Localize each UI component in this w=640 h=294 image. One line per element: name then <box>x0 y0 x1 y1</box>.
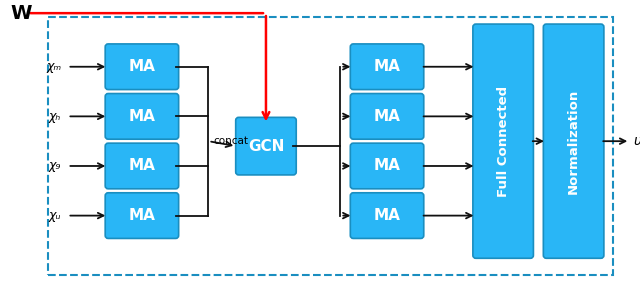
Text: MA: MA <box>129 158 156 173</box>
Text: MA: MA <box>129 59 156 74</box>
Text: χₘ: χₘ <box>47 60 62 73</box>
Text: GCN: GCN <box>248 139 284 154</box>
Text: MA: MA <box>374 109 401 124</box>
FancyBboxPatch shape <box>105 93 179 139</box>
FancyBboxPatch shape <box>105 193 179 238</box>
Text: Normalization: Normalization <box>567 88 580 194</box>
Text: concat: concat <box>213 136 248 146</box>
Text: χ₉: χ₉ <box>49 159 61 173</box>
Text: χᵤ: χᵤ <box>49 209 61 222</box>
FancyBboxPatch shape <box>473 24 533 258</box>
FancyBboxPatch shape <box>350 193 424 238</box>
Text: MA: MA <box>374 208 401 223</box>
FancyBboxPatch shape <box>236 117 296 175</box>
Text: MA: MA <box>374 59 401 74</box>
FancyBboxPatch shape <box>105 44 179 90</box>
FancyBboxPatch shape <box>105 143 179 189</box>
Text: χₕ: χₕ <box>49 110 61 123</box>
FancyBboxPatch shape <box>350 44 424 90</box>
Text: Full Connected: Full Connected <box>497 86 509 197</box>
Text: MA: MA <box>374 158 401 173</box>
Text: MA: MA <box>129 208 156 223</box>
Text: MA: MA <box>129 109 156 124</box>
FancyBboxPatch shape <box>350 93 424 139</box>
Text: W: W <box>10 4 31 23</box>
FancyBboxPatch shape <box>350 143 424 189</box>
FancyBboxPatch shape <box>543 24 604 258</box>
Text: υ: υ <box>633 134 640 148</box>
